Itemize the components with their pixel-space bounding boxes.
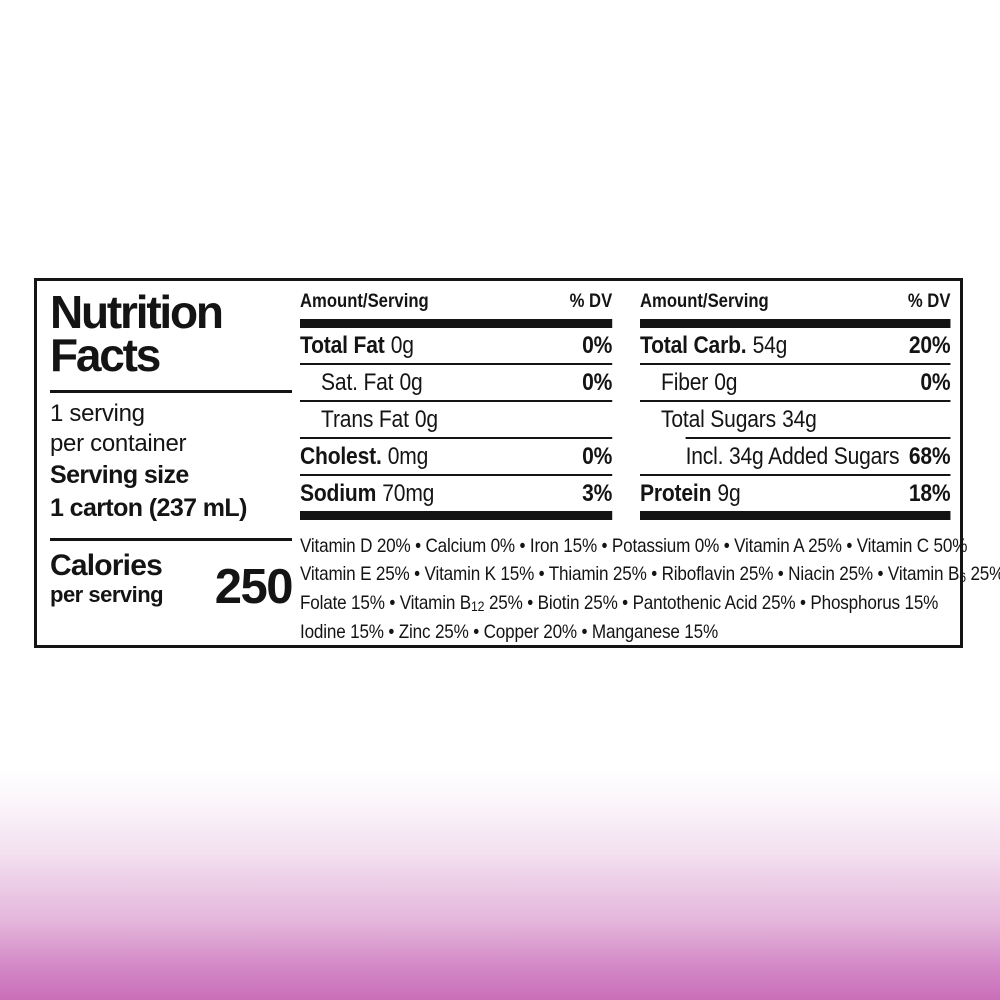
- row-name: Incl. 34g Added Sugars: [685, 443, 900, 470]
- row-name: Cholest. 0mg: [300, 443, 429, 470]
- row-name: Trans Fat 0g: [321, 406, 438, 433]
- nutrient-row-trans-fat: Trans Fat 0g: [300, 402, 612, 437]
- nutrient-row-total-sugars: Total Sugars 34g: [640, 402, 950, 437]
- thick-bar: [640, 319, 951, 328]
- label-left-column: Nutrition Facts 1 serving per container …: [50, 286, 294, 614]
- vitamins-line-1: Vitamin D 20% • Calcium 0% • Iron 15% • …: [300, 535, 968, 557]
- row-name: Sat. Fat 0g: [321, 369, 423, 396]
- servings-line2: per container: [50, 430, 187, 457]
- calories-sub-label: per serving: [50, 582, 164, 607]
- divider: [50, 538, 292, 541]
- row-dv: 20%: [908, 332, 951, 359]
- calories-block: Calories per serving 250: [50, 549, 294, 614]
- calories-value: 250: [214, 560, 294, 614]
- row-dv: 68%: [908, 443, 951, 470]
- label-title-line1: Nutrition: [50, 286, 224, 338]
- vitamins-minerals-list: Vitamin D 20% • Calcium 0% • Iron 15% • …: [300, 532, 1000, 646]
- nutrient-row-total-carb: Total Carb. 54g 20%: [640, 328, 951, 363]
- row-dv: 0%: [582, 332, 613, 359]
- nutrient-row-total-fat: Total Fat 0g 0%: [300, 328, 612, 363]
- nutrient-row-sodium: Sodium 70mg 3%: [300, 476, 612, 511]
- nutrient-row-fiber: Fiber 0g 0%: [640, 365, 951, 400]
- divider: [300, 400, 613, 402]
- row-dv: 0%: [920, 369, 951, 396]
- row-name: Total Carb. 54g: [640, 332, 788, 359]
- label-title-line2: Facts: [50, 329, 161, 381]
- row-dv: 0%: [582, 443, 613, 470]
- label-title: Nutrition Facts: [50, 286, 292, 381]
- nutrition-facts-label: Nutrition Facts 1 serving per container …: [34, 278, 1000, 648]
- nutrient-row-cholesterol: Cholest. 0mg 0%: [300, 439, 612, 474]
- row-name: Fiber 0g: [661, 369, 738, 396]
- row-dv: 18%: [908, 480, 951, 507]
- serving-size-value: 1 carton (237 mL): [50, 494, 247, 522]
- amount-per-serving-header: Amount/Serving: [300, 291, 429, 312]
- column-header: Amount/Serving % DV: [300, 288, 612, 319]
- row-name: Total Fat 0g: [300, 332, 414, 359]
- vitamins-line-3: Folate 15% • Vitamin B12 25% • Biotin 25…: [300, 592, 939, 614]
- vitamins-line-2: Vitamin E 25% • Vitamin K 15% • Thiamin …: [300, 563, 1000, 585]
- amount-per-serving-header: Amount/Serving: [640, 291, 769, 312]
- percent-dv-header: % DV: [569, 291, 613, 312]
- serving-size: Serving size 1 carton (237 mL): [50, 459, 292, 525]
- row-name: Protein 9g: [640, 480, 741, 507]
- row-dv: 0%: [582, 369, 613, 396]
- column-header: Amount/Serving % DV: [640, 288, 950, 319]
- row-name: Total Sugars 34g: [661, 406, 817, 433]
- divider: [300, 474, 613, 476]
- calories-label: Calories: [50, 549, 163, 582]
- nutrient-row-added-sugars: Incl. 34g Added Sugars 68%: [640, 439, 951, 474]
- thick-bar: [300, 319, 613, 328]
- servings-per-container: 1 serving per container: [50, 399, 292, 459]
- nutrients-column-2: Amount/Serving % DV Total Carb. 54g 20% F…: [640, 288, 951, 520]
- vitamins-line-4: Iodine 15% • Zinc 25% • Copper 20% • Man…: [300, 621, 718, 643]
- divider-indented: [685, 437, 951, 439]
- divider: [640, 474, 951, 476]
- row-dv: 3%: [582, 480, 613, 507]
- servings-line1: 1 serving: [50, 400, 145, 427]
- nutrient-row-protein: Protein 9g 18%: [640, 476, 951, 511]
- row-name: Sodium 70mg: [300, 480, 435, 507]
- divider: [640, 363, 951, 365]
- percent-dv-header: % DV: [907, 291, 951, 312]
- divider: [50, 390, 292, 393]
- divider: [300, 437, 613, 439]
- bottom-pink-gradient: [0, 770, 1000, 1000]
- divider: [300, 363, 613, 365]
- divider: [640, 400, 951, 402]
- thick-bar: [640, 511, 951, 520]
- calories-words: Calories per serving: [50, 549, 164, 608]
- thick-bar: [300, 511, 613, 520]
- nutrients-column-1: Amount/Serving % DV Total Fat 0g 0% Sat. …: [300, 288, 612, 520]
- serving-size-label: Serving size: [50, 461, 189, 489]
- nutrient-row-sat-fat: Sat. Fat 0g 0%: [300, 365, 612, 400]
